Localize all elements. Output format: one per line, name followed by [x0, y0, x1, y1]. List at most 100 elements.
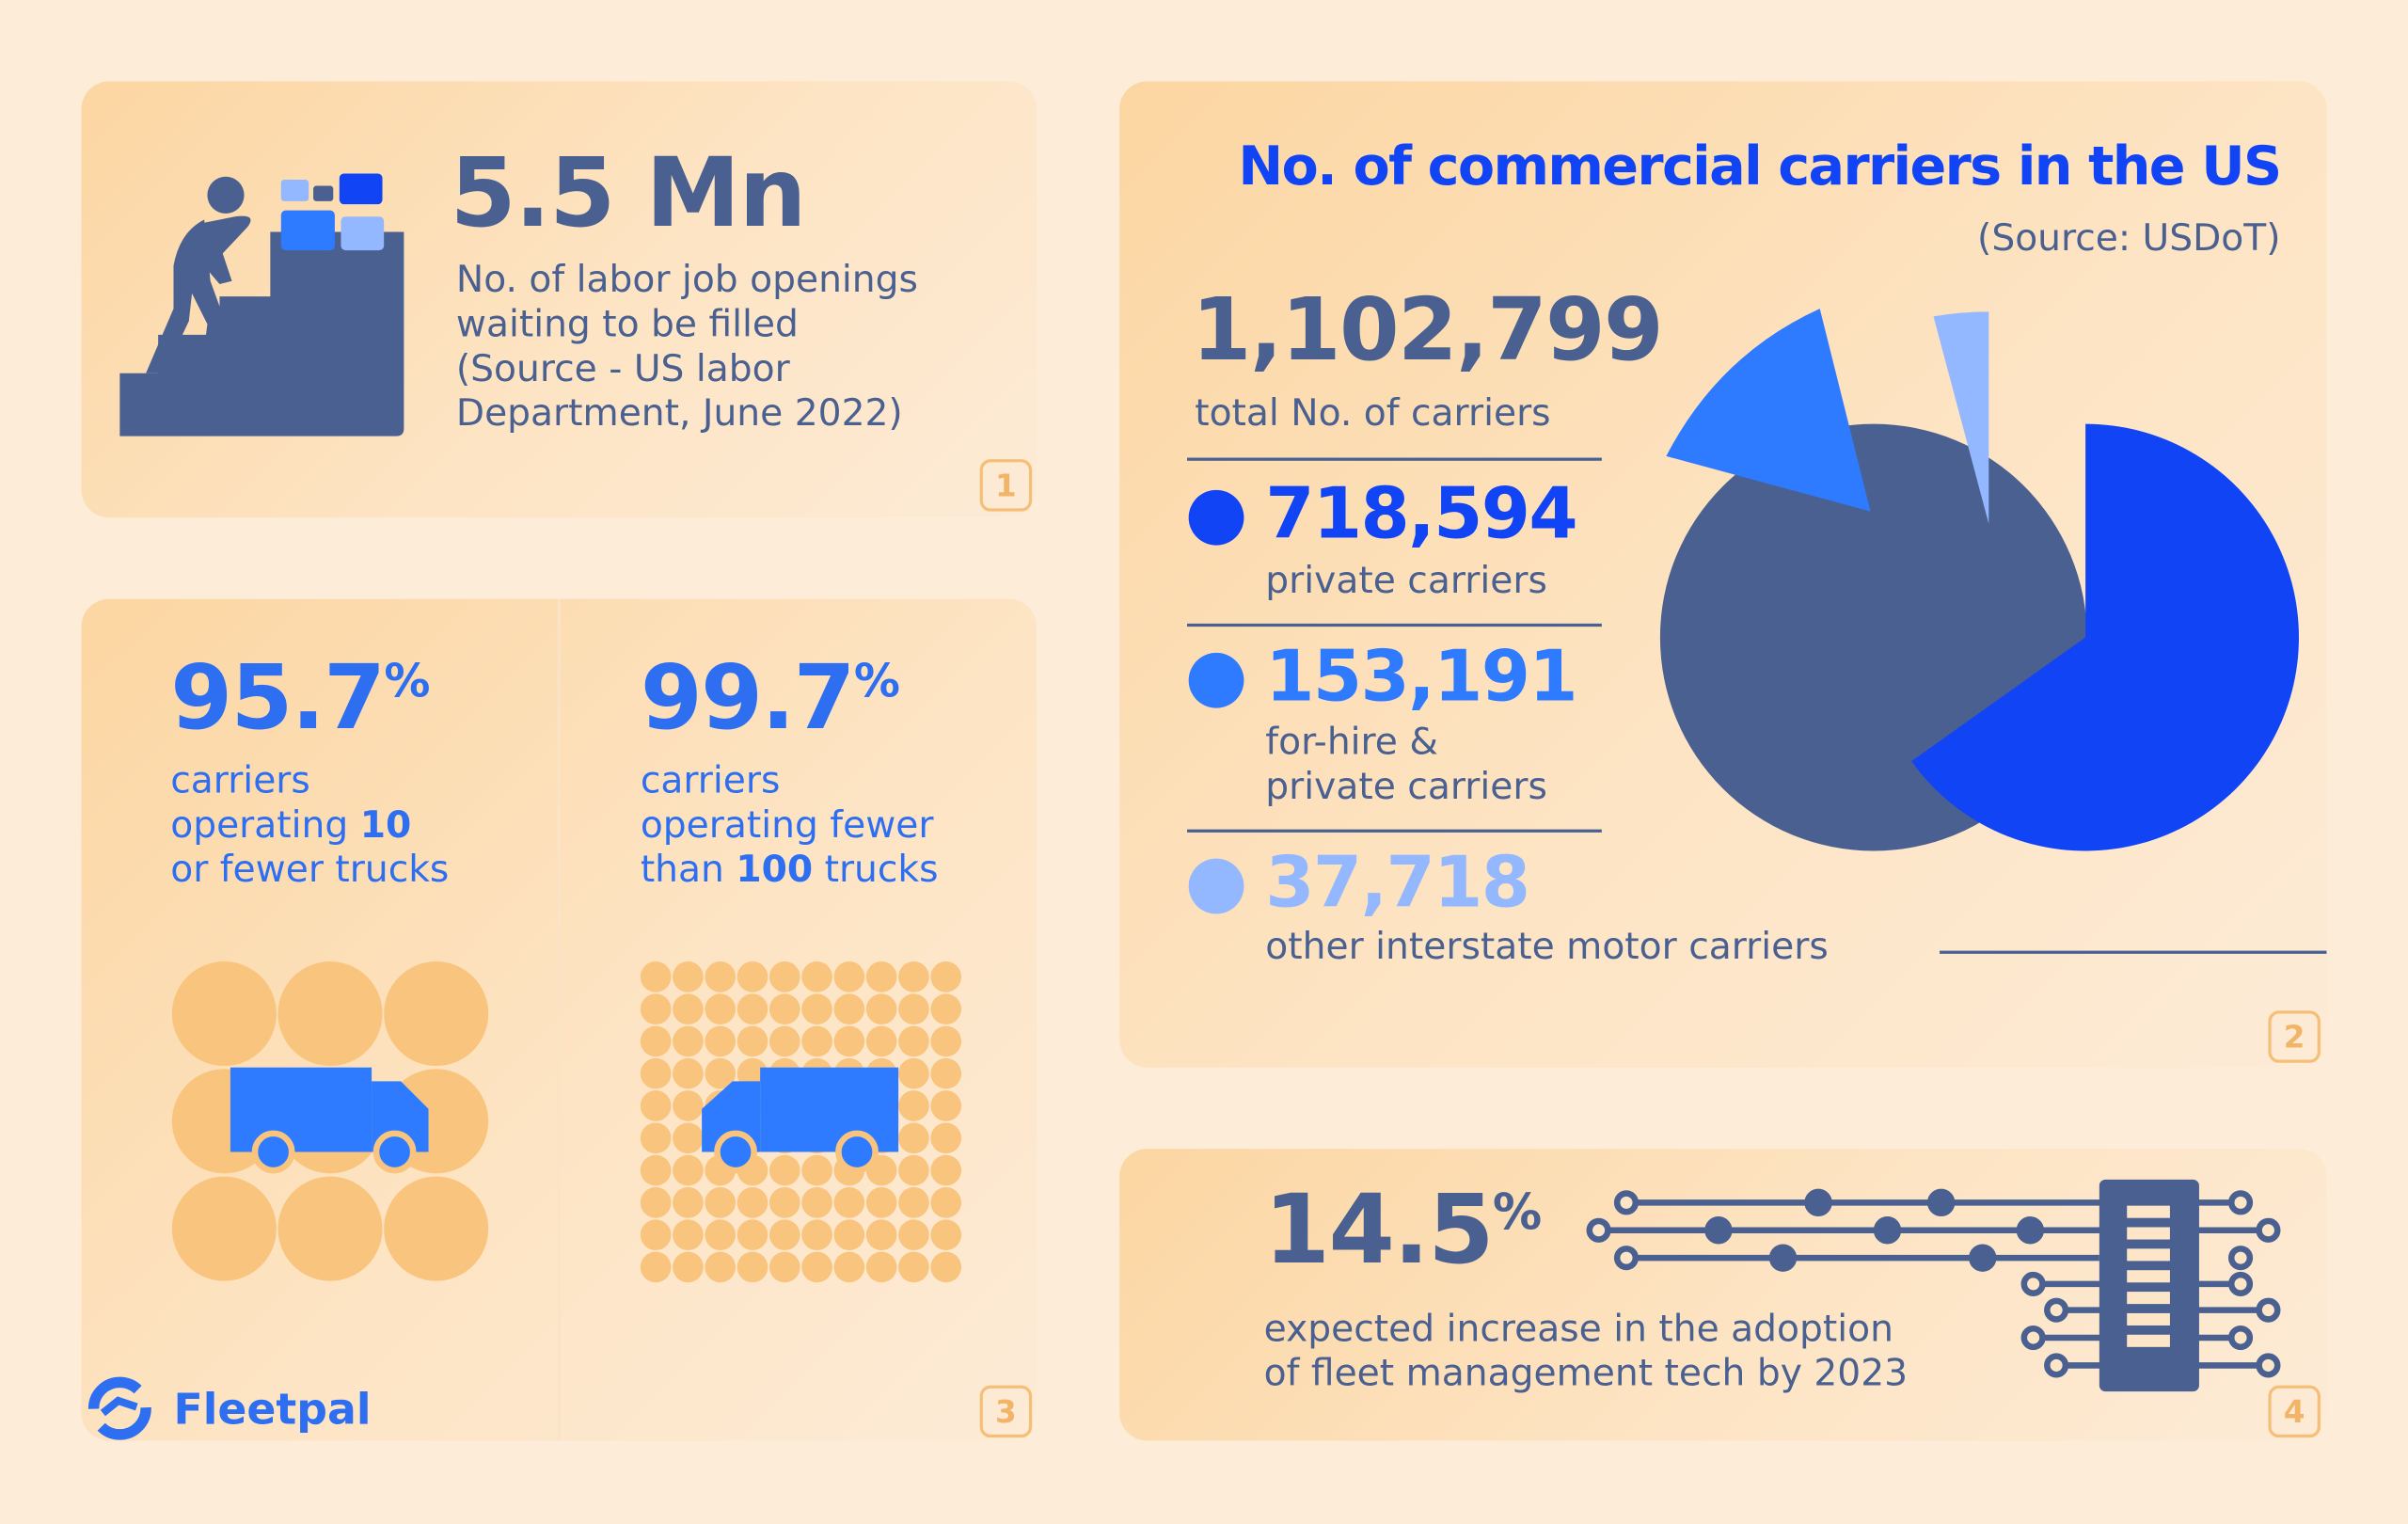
grid-circle	[640, 1057, 672, 1089]
grid-circle	[705, 1057, 737, 1089]
carriers-pie-chart	[1659, 309, 2299, 851]
legend-dot-other	[1188, 858, 1244, 914]
grid-circle	[768, 1187, 800, 1218]
grid-circle	[930, 993, 962, 1024]
grid-circle	[930, 1154, 962, 1186]
grid-circle	[898, 961, 929, 992]
grid-circle	[833, 1025, 865, 1057]
grid-circle	[640, 1187, 672, 1218]
grid-circle	[277, 961, 383, 1067]
grid-circle	[640, 1219, 672, 1250]
grid-circle	[171, 961, 277, 1067]
grid-circle	[673, 961, 704, 992]
carriers-source: (Source: USDoT)	[1977, 216, 2281, 260]
text: operating	[170, 802, 360, 847]
grid-circle	[865, 1251, 897, 1283]
tech-adoption-description: expected increase in the adoption of fle…	[1264, 1307, 1908, 1396]
grid-circle	[640, 993, 672, 1024]
private-carriers-label: private carriers	[1265, 559, 1547, 602]
grid-circle	[801, 993, 832, 1024]
grid-circle	[801, 1187, 832, 1218]
desc-line: expected increase in the adoption	[1263, 1307, 1893, 1351]
grid-circle	[898, 1187, 929, 1218]
grid-circle	[705, 993, 737, 1024]
grid-circle	[898, 1122, 929, 1154]
grid-circle	[930, 1219, 962, 1250]
percent-value: 14.5	[1263, 1173, 1495, 1286]
desc-line: carriers	[640, 758, 781, 802]
truck-wheel	[835, 1130, 879, 1174]
big-circle-grid-truck-icon	[171, 961, 489, 1281]
grid-circle	[737, 1187, 768, 1218]
percent-sign: %	[1492, 1183, 1542, 1242]
grid-circle	[833, 1187, 865, 1218]
section-badge: 2	[2268, 1010, 2321, 1063]
grid-circle	[673, 1187, 704, 1218]
grid-circle	[898, 1025, 929, 1057]
text: than	[640, 848, 737, 891]
grid-circle	[640, 1154, 672, 1186]
section-badge: 4	[2268, 1385, 2321, 1438]
grid-circle	[865, 993, 897, 1024]
grid-circle	[171, 1176, 277, 1281]
card-commercial-carriers: No. of commercial carriers in the US (So…	[1119, 81, 2327, 1068]
grid-circle	[737, 1251, 768, 1283]
grid-circle	[737, 961, 768, 992]
grid-circle	[898, 1057, 929, 1089]
grid-circle	[865, 1025, 897, 1057]
grid-circle	[930, 1025, 962, 1057]
grid-circle	[768, 1251, 800, 1283]
tech-adoption-percent: 14.5%	[1263, 1173, 1543, 1286]
text: trucks	[813, 848, 939, 891]
total-carriers-label: total No. of carriers	[1195, 391, 1551, 436]
total-carriers-value: 1,102,799	[1191, 280, 1664, 381]
grid-circle	[384, 961, 489, 1067]
grid-circle	[673, 1154, 704, 1186]
small-fleet-description: carriers operating 10 or fewer trucks	[170, 759, 449, 893]
grid-circle	[673, 993, 704, 1024]
grid-circle	[801, 1154, 832, 1186]
grid-circle	[768, 1219, 800, 1250]
desc-line: than 100 trucks	[641, 848, 939, 892]
section-badge: 3	[979, 1385, 1033, 1438]
card-fleet-size: 95.7% carriers operating 10 or fewer tru…	[81, 598, 1038, 1441]
medium-fleet-percent: 99.7%	[640, 644, 900, 750]
grid-circle	[768, 1154, 800, 1186]
grid-circle	[673, 1251, 704, 1283]
grid-circle	[768, 961, 800, 992]
grid-circle	[865, 1219, 897, 1250]
grid-circle	[898, 1219, 929, 1250]
section-badge: 1	[979, 459, 1033, 512]
divider	[1187, 623, 1602, 627]
grid-circle	[640, 1251, 672, 1283]
fleetpal-logo-icon	[87, 1376, 151, 1440]
percent-sign: %	[384, 655, 430, 709]
grid-circle	[865, 961, 897, 992]
label-line: private carriers	[1265, 765, 1547, 808]
percent-value: 99.7	[640, 644, 856, 750]
source-line: (Source - US labor	[455, 346, 790, 390]
grid-circle	[705, 961, 737, 992]
label-line: for-hire &	[1265, 720, 1438, 764]
grid-circle	[673, 1057, 704, 1089]
grid-circle	[898, 1090, 929, 1121]
desc-line: or fewer trucks	[170, 848, 450, 891]
grid-circle	[640, 961, 672, 992]
brand-name: Fleetpal	[173, 1383, 372, 1435]
medium-fleet-description: carriers operating fewer than 100 trucks	[641, 759, 939, 893]
grid-circle	[640, 1025, 672, 1057]
truck-body	[230, 1067, 372, 1152]
desc-line: waiting to be filled	[455, 302, 799, 346]
desc-line: of fleet management tech by 2023	[1263, 1351, 1909, 1395]
grid-circle	[930, 1251, 962, 1283]
grid-circle	[673, 1122, 704, 1154]
legend-dot-private	[1188, 489, 1244, 546]
circuit-chip-icon	[1586, 1179, 2281, 1392]
person-climbing-stairs-to-briefcases-icon	[119, 173, 404, 437]
divider	[1187, 457, 1602, 461]
for-hire-carriers-value: 153,191	[1265, 634, 1577, 718]
source-line: Department, June 2022)	[455, 391, 903, 436]
job-openings-description: No. of labor job openings waiting to be …	[456, 258, 918, 436]
grid-circle	[833, 1251, 865, 1283]
